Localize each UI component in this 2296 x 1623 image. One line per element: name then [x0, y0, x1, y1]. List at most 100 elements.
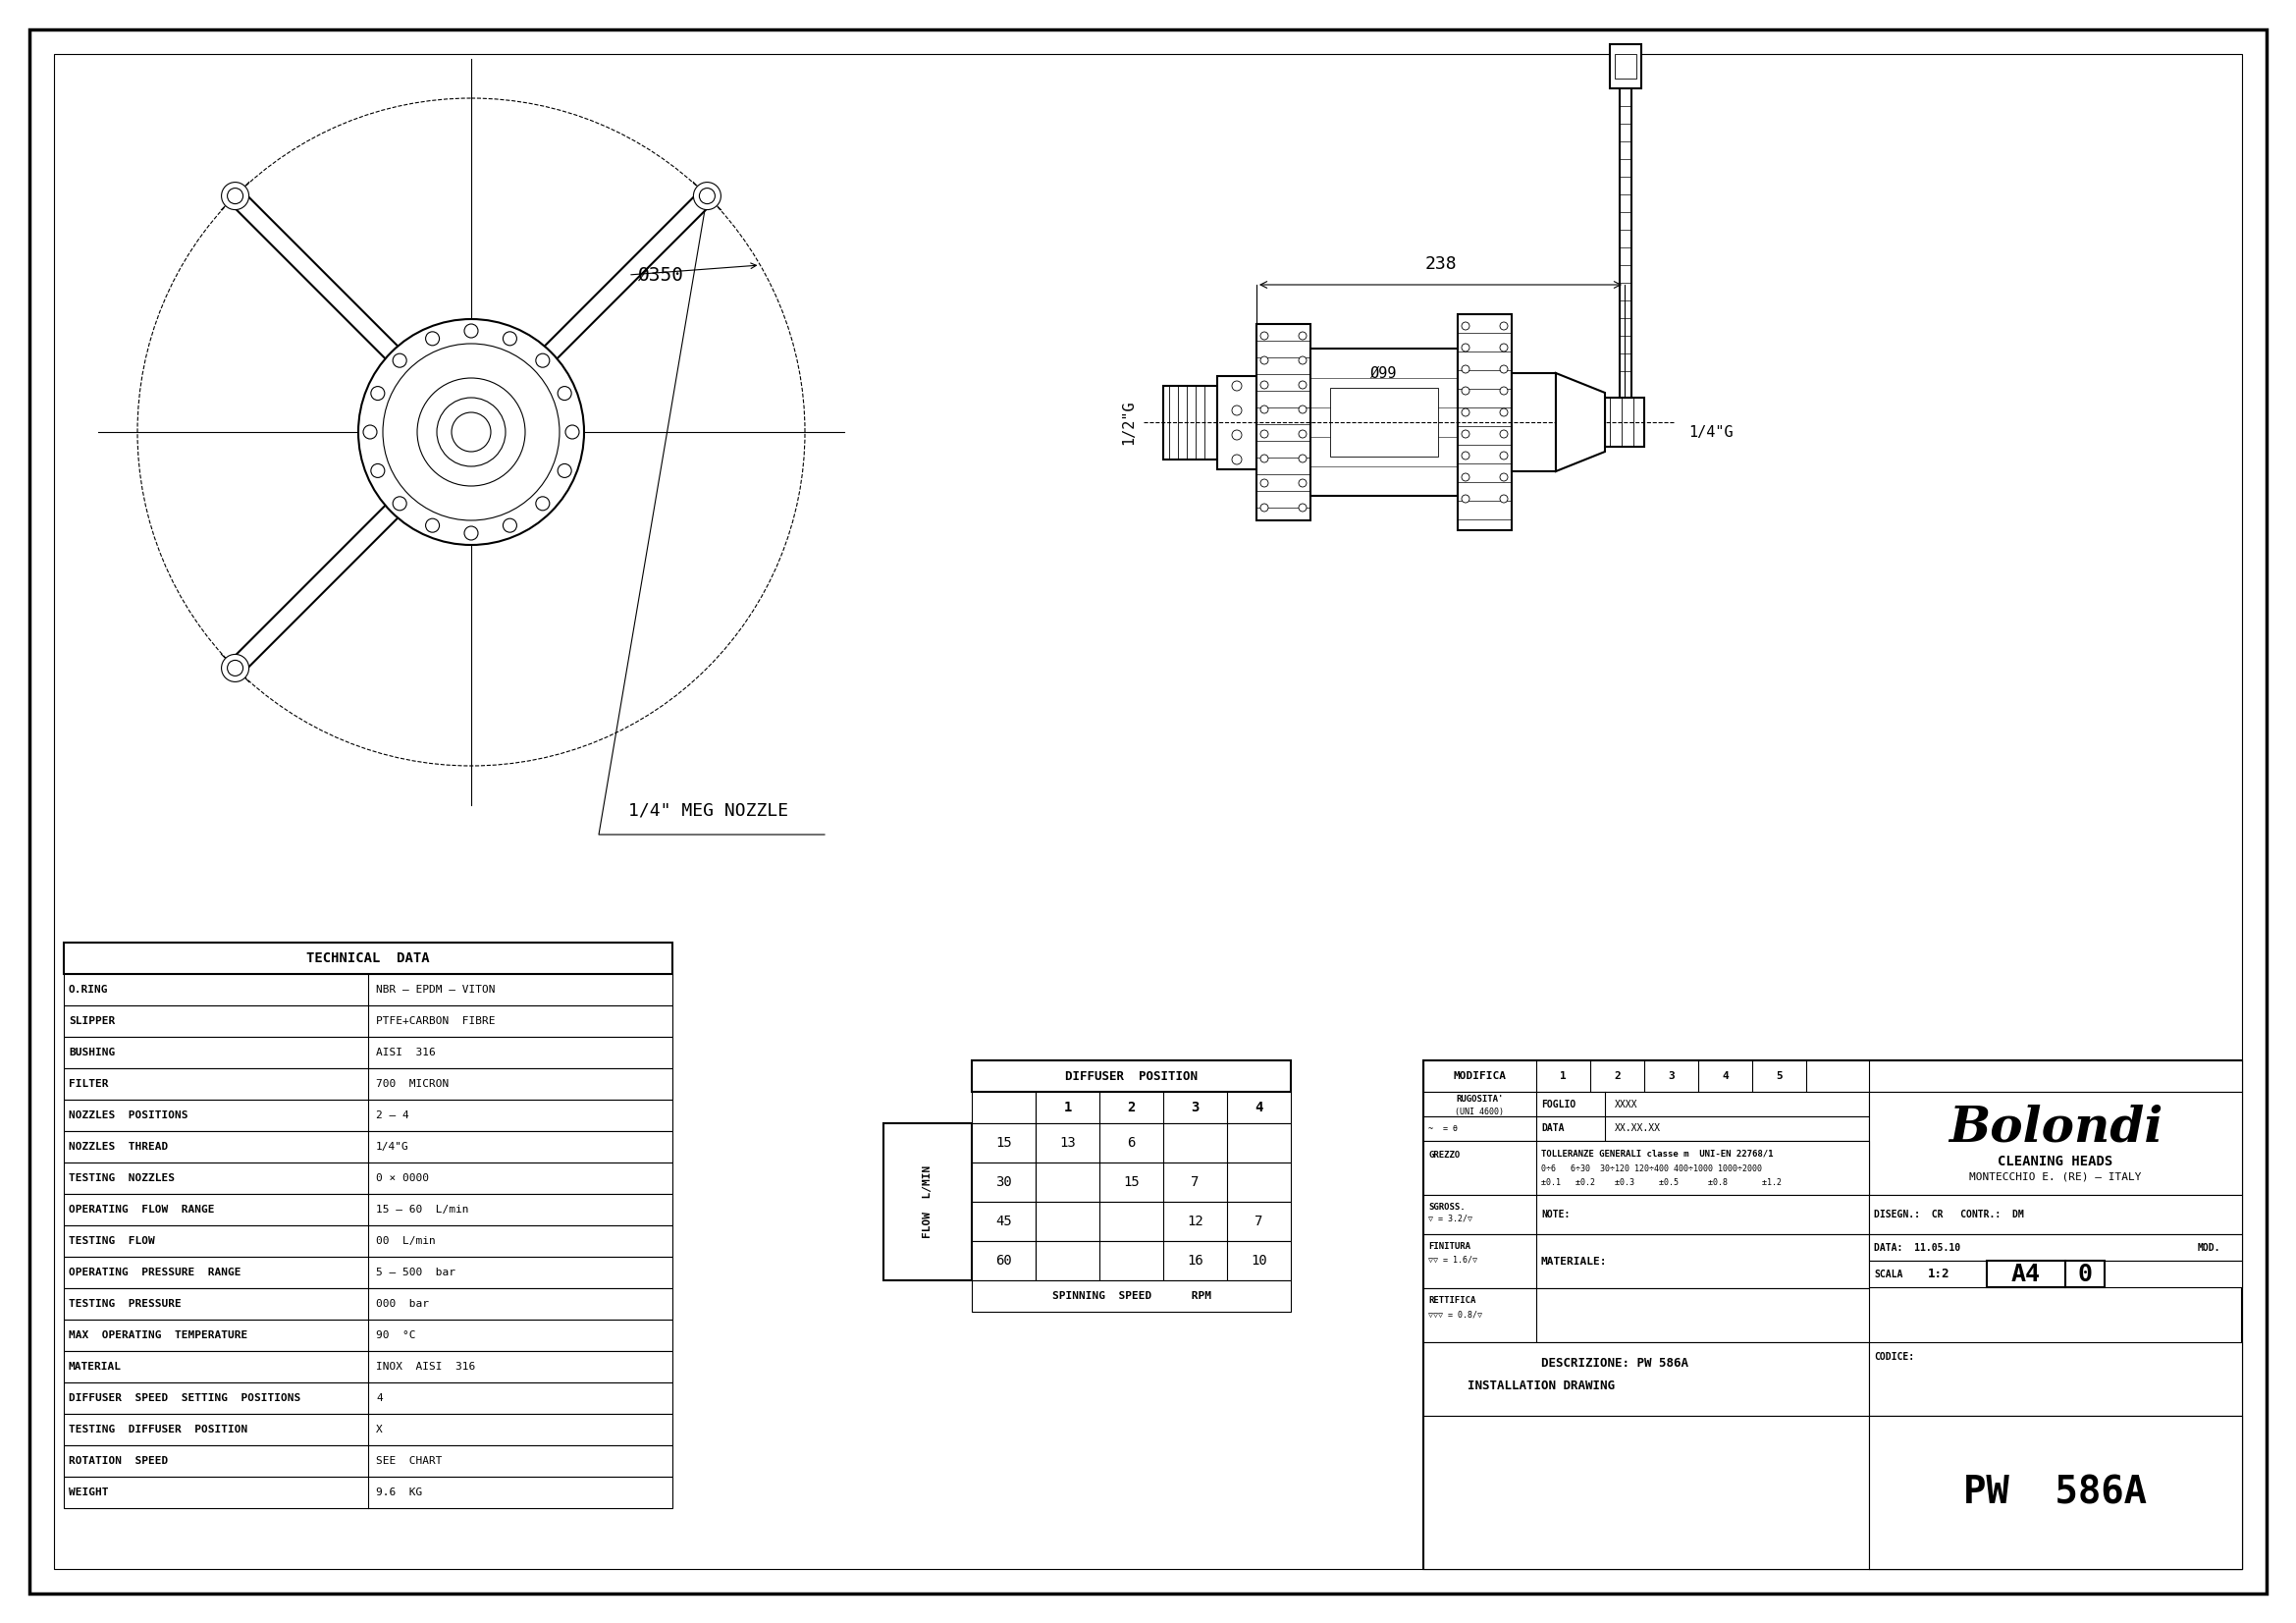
- Bar: [971, 1123, 1290, 1162]
- Circle shape: [393, 354, 406, 367]
- Bar: [1424, 1141, 1869, 1195]
- Text: MAX  OPERATING  TEMPERATURE: MAX OPERATING TEMPERATURE: [69, 1331, 248, 1341]
- Text: ▽▽▽ = 0.8/▽: ▽▽▽ = 0.8/▽: [1428, 1310, 1483, 1318]
- Text: 7: 7: [1256, 1214, 1263, 1229]
- Bar: [1458, 315, 1511, 531]
- Text: 238: 238: [1424, 255, 1456, 273]
- Text: NOTE:: NOTE:: [1541, 1209, 1570, 1219]
- Bar: [1311, 349, 1458, 497]
- Text: CLEANING HEADS: CLEANING HEADS: [1998, 1156, 2112, 1169]
- Text: 1/4" MEG NOZZLE: 1/4" MEG NOZZLE: [629, 802, 788, 820]
- Circle shape: [1300, 479, 1306, 487]
- Bar: [971, 1281, 1290, 1311]
- Text: 5: 5: [1775, 1071, 1782, 1081]
- Bar: [1424, 1342, 1869, 1415]
- Text: 16: 16: [1187, 1255, 1203, 1268]
- Circle shape: [1300, 331, 1306, 339]
- Text: 15 – 60  L/min: 15 – 60 L/min: [377, 1204, 468, 1214]
- Bar: [64, 943, 673, 974]
- Circle shape: [372, 386, 386, 401]
- Text: Ø99: Ø99: [1371, 365, 1398, 380]
- Text: TESTING  FLOW: TESTING FLOW: [69, 1237, 154, 1246]
- Text: DESCRIZIONE: PW 586A: DESCRIZIONE: PW 586A: [1541, 1357, 1688, 1370]
- Circle shape: [418, 378, 526, 485]
- Text: TECHNICAL  DATA: TECHNICAL DATA: [305, 951, 429, 966]
- Circle shape: [1499, 430, 1508, 438]
- Text: BUSHING: BUSHING: [69, 1047, 115, 1058]
- Text: 5 – 500  bar: 5 – 500 bar: [377, 1268, 455, 1277]
- Bar: [1869, 1092, 2241, 1195]
- Bar: [1869, 1415, 2241, 1569]
- Bar: [1424, 1415, 2241, 1569]
- Text: NOZZLES  THREAD: NOZZLES THREAD: [69, 1143, 168, 1152]
- Text: 00  L/min: 00 L/min: [377, 1237, 436, 1246]
- Text: 0÷6   6÷30  30÷120 120÷400 400÷1000 1000÷2000: 0÷6 6÷30 30÷120 120÷400 400÷1000 1000÷20…: [1541, 1164, 1761, 1173]
- Bar: [971, 1092, 1290, 1123]
- Text: 700  MICRON: 700 MICRON: [377, 1079, 448, 1089]
- Circle shape: [1463, 495, 1469, 503]
- Text: OPERATING  PRESSURE  RANGE: OPERATING PRESSURE RANGE: [69, 1268, 241, 1277]
- Circle shape: [1499, 386, 1508, 394]
- Bar: [64, 1446, 673, 1477]
- Text: NBR – EPDM – VITON: NBR – EPDM – VITON: [377, 985, 496, 995]
- Text: GREZZO: GREZZO: [1428, 1151, 1460, 1159]
- Circle shape: [535, 354, 549, 367]
- Text: 0 × 0000: 0 × 0000: [377, 1173, 429, 1183]
- Text: ROTATION  SPEED: ROTATION SPEED: [69, 1456, 168, 1466]
- Text: FOGLIO: FOGLIO: [1541, 1099, 1575, 1109]
- Text: AISI  316: AISI 316: [377, 1047, 436, 1058]
- Bar: [2066, 1261, 2105, 1287]
- Circle shape: [1261, 406, 1267, 414]
- Bar: [1256, 325, 1311, 521]
- Text: DIFFUSER  POSITION: DIFFUSER POSITION: [1065, 1070, 1199, 1083]
- Text: XXXX: XXXX: [1614, 1099, 1637, 1109]
- Text: MONTECCHIO E. (RE) – ITALY: MONTECCHIO E. (RE) – ITALY: [1970, 1172, 2142, 1182]
- Circle shape: [1233, 430, 1242, 440]
- Circle shape: [1499, 365, 1508, 373]
- Bar: [64, 1256, 673, 1289]
- Text: FINITURA: FINITURA: [1428, 1242, 1469, 1251]
- Text: 4: 4: [1722, 1071, 1729, 1081]
- Bar: [1511, 373, 1557, 471]
- Bar: [64, 1195, 673, 1225]
- Text: RETTIFICA: RETTIFICA: [1428, 1297, 1476, 1305]
- Bar: [1424, 1233, 1869, 1289]
- Text: 10: 10: [1251, 1255, 1267, 1268]
- Text: OPERATING  FLOW  RANGE: OPERATING FLOW RANGE: [69, 1204, 214, 1214]
- Circle shape: [1261, 454, 1267, 463]
- Text: 12: 12: [1187, 1214, 1203, 1229]
- Text: ~  = θ: ~ = θ: [1428, 1125, 1458, 1133]
- Text: 6: 6: [1127, 1136, 1137, 1149]
- Bar: [1605, 398, 1644, 446]
- Text: 30: 30: [996, 1175, 1013, 1190]
- Circle shape: [1499, 344, 1508, 352]
- Text: 1: 1: [1559, 1071, 1566, 1081]
- Bar: [1424, 1060, 2241, 1569]
- Text: SGROSS.: SGROSS.: [1428, 1203, 1465, 1212]
- Bar: [971, 1242, 1290, 1281]
- Bar: [64, 1225, 673, 1256]
- Circle shape: [425, 331, 439, 346]
- Text: 45: 45: [996, 1214, 1013, 1229]
- Circle shape: [503, 519, 517, 532]
- Text: Ø350: Ø350: [638, 266, 684, 284]
- Circle shape: [1300, 503, 1306, 511]
- Text: MATERIAL: MATERIAL: [69, 1362, 122, 1371]
- Text: 3: 3: [1192, 1100, 1199, 1115]
- Bar: [1424, 1060, 2241, 1092]
- Circle shape: [1233, 406, 1242, 415]
- Bar: [1424, 1289, 1869, 1342]
- Text: 1/2"G: 1/2"G: [1120, 399, 1137, 445]
- Circle shape: [1300, 381, 1306, 390]
- Circle shape: [1463, 321, 1469, 329]
- Text: 7: 7: [1192, 1175, 1199, 1190]
- Text: SLIPPER: SLIPPER: [69, 1016, 115, 1026]
- Bar: [64, 1005, 673, 1037]
- Circle shape: [535, 497, 549, 510]
- Text: TESTING  PRESSURE: TESTING PRESSURE: [69, 1298, 181, 1308]
- Text: 2: 2: [1614, 1071, 1621, 1081]
- Bar: [64, 1414, 673, 1446]
- Text: O.RING: O.RING: [69, 985, 108, 995]
- Text: 60: 60: [996, 1255, 1013, 1268]
- Circle shape: [1499, 409, 1508, 417]
